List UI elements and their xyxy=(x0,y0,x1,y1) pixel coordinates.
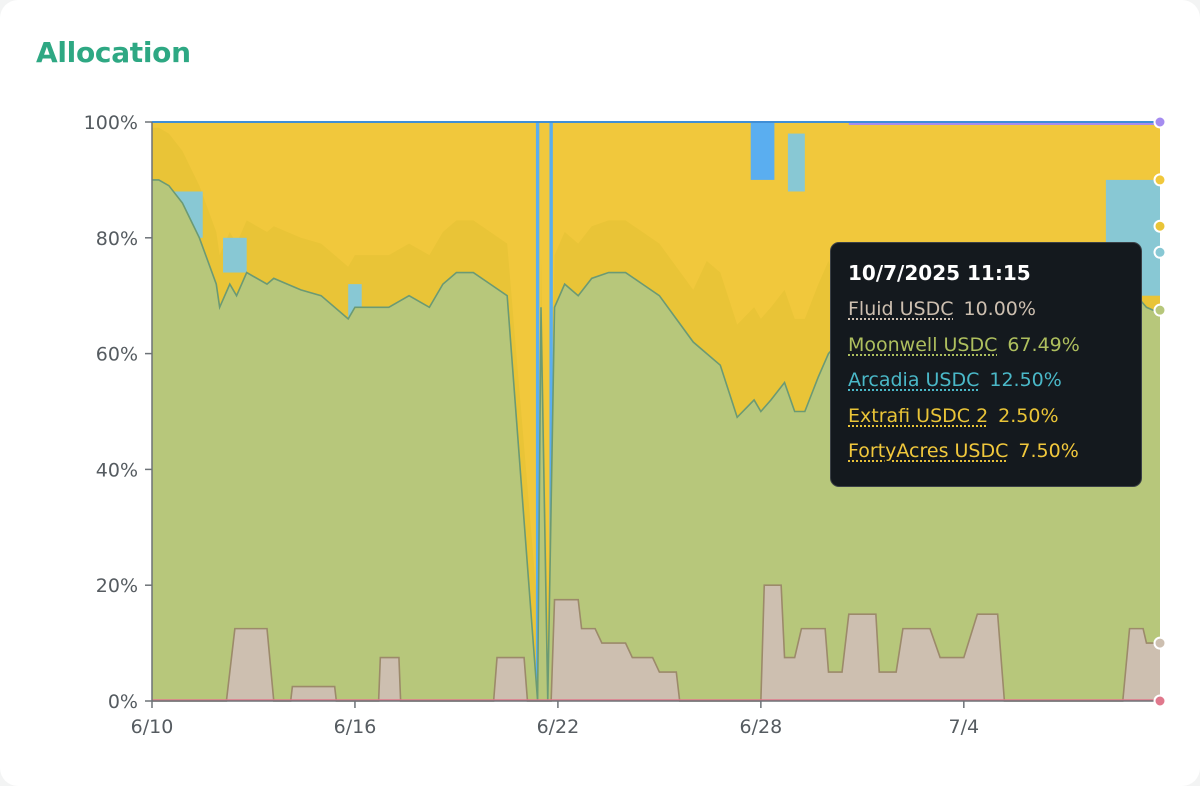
arcadia-area xyxy=(223,237,247,273)
tooltip-row: Fluid USDC 10.00% xyxy=(848,296,1141,332)
tooltip-row: FortyAcres USDC 7.50% xyxy=(848,438,1141,474)
arcadia-area xyxy=(787,133,805,192)
blue-area xyxy=(750,122,775,180)
hover-dot xyxy=(1153,245,1167,259)
x-tick-label: 6/16 xyxy=(334,716,377,738)
y-tick-label: 40% xyxy=(96,459,138,481)
x-tick-label: 7/4 xyxy=(949,716,980,738)
tooltip-series-name: Moonwell USDC xyxy=(848,333,998,356)
tooltip-series-name: Arcadia USDC xyxy=(848,369,980,391)
y-tick-label: 0% xyxy=(108,691,138,713)
axes-layer: 0% 20% 40% 60% 80% 100% 6/10 6/16 6/22 6/28 7/4 xyxy=(84,112,1160,738)
blue-area xyxy=(535,122,540,701)
hover-dot xyxy=(1153,219,1167,233)
card-title: Allocation xyxy=(36,36,191,69)
tooltip-row: Moonwell USDC 67.49% xyxy=(848,332,1141,368)
y-tick-label: 60% xyxy=(96,344,138,366)
tooltip-row: Extrafi USDC 2 2.50% xyxy=(848,403,1141,439)
y-tick-label: 20% xyxy=(96,575,138,597)
y-tick-label: 80% xyxy=(96,228,138,250)
tooltip-series-value: 7.50% xyxy=(1018,440,1079,462)
hover-dot xyxy=(1153,115,1167,129)
purple-area xyxy=(848,122,1160,125)
tooltip-series-value: 12.50% xyxy=(989,369,1062,391)
tooltip-rows: Fluid USDC 10.00% Moonwell USDC 67.49% Arcad… xyxy=(848,296,1141,474)
tooltip-series-name: Extrafi USDC 2 xyxy=(848,404,989,427)
tooltip-series-value: 2.50% xyxy=(998,404,1059,427)
chart-tooltip: 10/7/2025 11:15 Fluid USDC 10.00% Moonwell… xyxy=(830,242,1142,487)
tooltip-series-name: Fluid USDC xyxy=(848,298,954,320)
tooltip-series-name: FortyAcres USDC xyxy=(848,440,1009,462)
hover-dots xyxy=(1153,115,1167,708)
moonwell-area xyxy=(152,179,1160,701)
x-tick-label: 6/22 xyxy=(537,716,580,738)
hover-dot xyxy=(1153,636,1167,650)
fluid-area xyxy=(152,585,1160,701)
x-tick-label: 6/10 xyxy=(131,716,174,738)
hover-dot xyxy=(1153,173,1167,187)
tooltip-date: 10/7/2025 11:15 xyxy=(848,261,1031,285)
hover-dot xyxy=(1153,694,1167,708)
y-tick-label: 100% xyxy=(84,112,138,134)
tooltip-series-value: 67.49% xyxy=(1007,333,1080,356)
tooltip-row: Arcadia USDC 12.50% xyxy=(848,367,1141,403)
x-tick-label: 6/28 xyxy=(740,716,783,738)
hover-dot xyxy=(1153,303,1167,317)
blue-area xyxy=(549,122,553,701)
tooltip-series-value: 10.00% xyxy=(963,298,1036,320)
